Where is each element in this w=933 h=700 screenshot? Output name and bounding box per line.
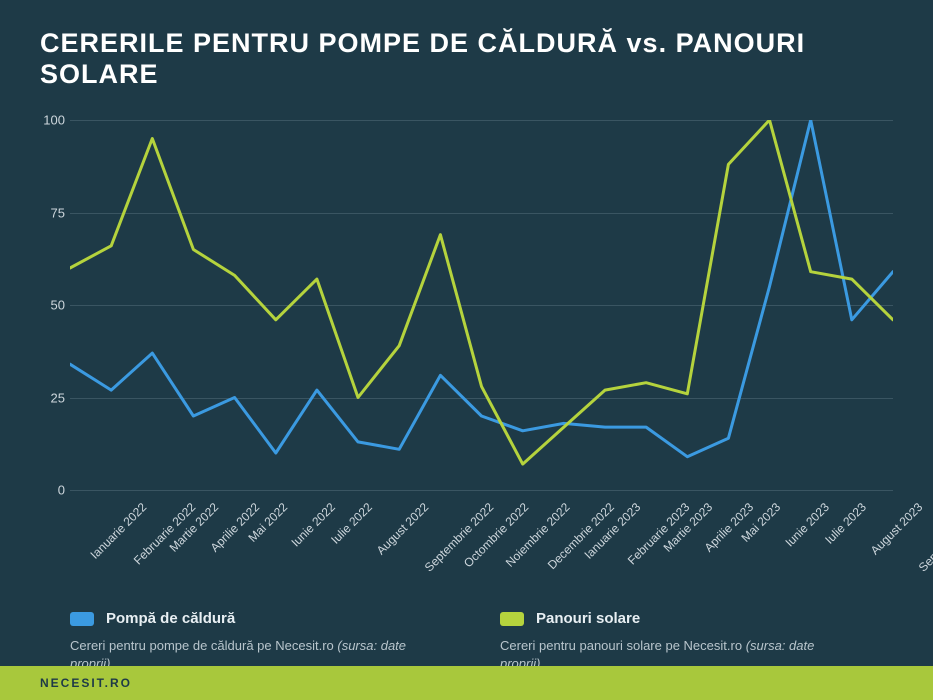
x-tick: Iunie 2022: [288, 500, 338, 550]
legend-series-1: Pompă de căldură Cereri pentru pompe de …: [70, 610, 430, 673]
y-tick: 100: [30, 113, 65, 128]
series-line: [70, 120, 893, 457]
legend-swatch-2: [500, 612, 524, 626]
y-tick: 75: [30, 205, 65, 220]
y-tick: 25: [30, 390, 65, 405]
y-tick: 50: [30, 298, 65, 313]
footer-bar: NECESIT.RO: [0, 666, 933, 700]
chart-area: 0255075100: [70, 120, 893, 490]
grid-line: [70, 490, 893, 491]
x-axis: Ianuarie 2022Februarie 2022Martie 2022Ap…: [70, 500, 893, 600]
legend-label-2: Panouri solare: [536, 610, 640, 627]
x-tick: Iunie 2023: [782, 500, 832, 550]
legend-swatch-1: [70, 612, 94, 626]
x-tick: August 2022: [374, 500, 432, 558]
x-tick: August 2023: [868, 500, 926, 558]
legend: Pompă de căldură Cereri pentru pompe de …: [0, 610, 933, 673]
plot-svg: [70, 120, 893, 490]
legend-series-2: Panouri solare Cereri pentru panouri sol…: [500, 610, 860, 673]
legend-label-1: Pompă de căldură: [106, 610, 235, 627]
footer-text: NECESIT.RO: [40, 676, 132, 690]
y-axis: 0255075100: [30, 120, 65, 490]
y-tick: 0: [30, 483, 65, 498]
chart-title: CERERILE PENTRU POMPE DE CĂLDURĂ vs. PAN…: [0, 0, 933, 100]
